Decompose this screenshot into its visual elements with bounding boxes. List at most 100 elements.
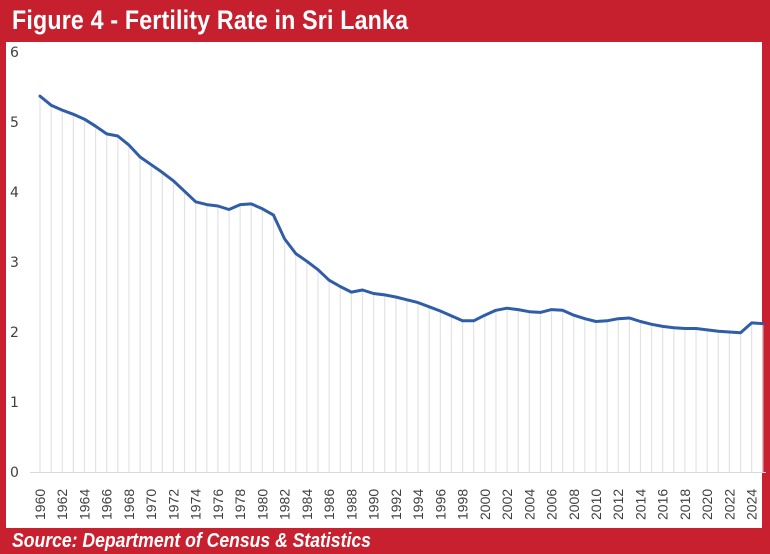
x-tick-label: 1974 [188,489,204,520]
data-point-2016 [661,324,665,328]
data-point-1960 [38,94,42,98]
data-point-1966 [105,132,109,136]
source-note: Source: Department of Census & Statistic… [12,530,371,552]
x-tick-label: 1978 [232,489,248,520]
data-point-1982 [283,237,287,241]
x-tick-label: 1996 [432,489,448,520]
x-tick-label: 1968 [121,489,137,520]
x-tick-label: 1966 [99,489,115,520]
data-point-1986 [327,278,331,282]
x-tick-label: 1960 [32,489,48,520]
figure-title: Figure 4 - Fertility Rate in Sri Lanka [12,5,409,35]
x-tick-label: 1990 [366,489,382,520]
x-tick-label: 2006 [544,489,560,520]
source-bar: Source: Department of Census & Statistic… [0,528,770,554]
data-point-2007 [561,308,565,312]
data-point-1984 [305,259,309,263]
data-point-1971 [160,170,164,174]
data-point-2014 [638,320,642,324]
x-tick-label: 1976 [210,489,226,520]
data-point-1962 [60,108,64,112]
data-point-2015 [650,322,654,326]
data-point-2024 [750,321,754,325]
data-point-2010 [594,320,598,324]
x-tick-label: 1982 [277,489,293,520]
data-point-1994 [416,301,420,305]
x-tick-label: 1972 [165,489,181,520]
y-axis: 0 1 2 3 4 5 6 [10,45,19,481]
x-tick-label: 2018 [677,489,693,520]
x-tick-label: 1964 [76,489,92,520]
data-point-2012 [616,317,620,321]
data-point-1976 [216,204,220,208]
data-point-1961 [49,103,53,107]
data-point-2018 [683,327,687,331]
y-tick-label: 5 [10,115,19,131]
x-tick-label: 2010 [588,489,604,520]
data-point-2008 [572,313,576,317]
data-point-1979 [249,202,253,206]
y-tick-label: 1 [10,395,19,411]
x-tick-label: 1988 [343,489,359,520]
series-group [38,94,765,335]
data-point-1992 [394,295,398,299]
data-point-1998 [461,319,465,323]
data-point-1974 [194,200,198,204]
data-point-1993 [405,298,409,302]
data-point-2011 [605,319,609,323]
data-point-1967 [116,134,120,138]
x-tick-label: 2022 [721,489,737,520]
data-point-1965 [94,124,98,128]
y-tick-label: 4 [10,185,19,201]
x-tick-label: 1994 [410,489,426,520]
x-tick-label: 2016 [655,489,671,520]
data-point-1995 [427,305,431,309]
data-point-2009 [583,317,587,321]
data-point-1997 [449,314,453,318]
x-tick-label: 1992 [388,489,404,520]
data-point-2005 [538,310,542,314]
drop-lines [39,96,764,472]
x-tick-label: 1970 [143,489,159,520]
data-point-1963 [71,112,75,116]
data-point-1989 [360,288,364,292]
data-point-1970 [149,163,153,167]
figure-title-bar: Figure 4 - Fertility Rate in Sri Lanka [0,0,770,40]
data-point-1969 [138,155,142,159]
data-point-2013 [627,316,631,320]
x-tick-label: 2008 [566,489,582,520]
data-point-2002 [505,306,509,310]
data-point-2006 [550,308,554,312]
data-point-1973 [183,189,187,193]
x-tick-label: 1980 [254,489,270,520]
x-axis: 1960 1962 1964 1966 1968 1970 1972 1974 1976 1978… [32,489,760,520]
x-tick-label: 2014 [632,489,648,520]
data-point-1999 [472,319,476,323]
chart-panel [6,42,762,528]
data-point-2000 [483,313,487,317]
y-tick-label: 3 [10,255,19,271]
data-point-2019 [694,327,698,331]
data-point-2017 [672,326,676,330]
data-point-1980 [260,207,264,211]
x-tick-label: 1962 [54,489,70,520]
x-tick-label: 2012 [610,489,626,520]
data-point-1985 [316,268,320,272]
data-point-1991 [383,293,387,297]
y-tick-label: 0 [10,465,19,481]
data-point-1975 [205,203,209,207]
x-tick-label: 1998 [455,489,471,520]
y-tick-label: 2 [10,325,19,341]
x-tick-label: 1986 [321,489,337,520]
data-point-1987 [338,285,342,289]
data-point-2025 [761,322,765,326]
data-point-2003 [516,308,520,312]
x-tick-label: 2020 [699,489,715,520]
data-point-1968 [127,143,131,147]
data-point-1978 [238,203,242,207]
data-point-2001 [494,308,498,312]
data-point-1990 [372,292,376,296]
data-point-2004 [527,310,531,314]
data-point-1977 [227,208,231,212]
